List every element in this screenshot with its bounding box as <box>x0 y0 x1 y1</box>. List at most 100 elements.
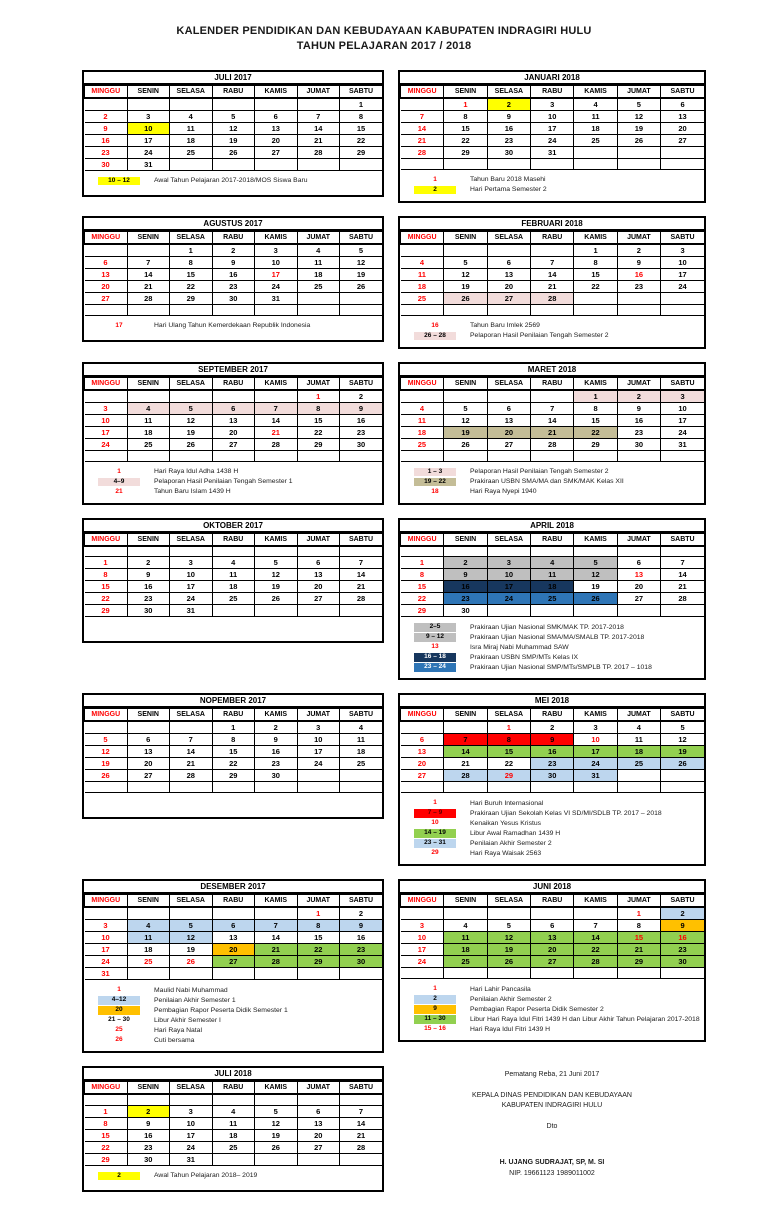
day-cell: 31 <box>126 157 170 171</box>
day-cell: 29 <box>443 145 488 159</box>
day-cell: 29 <box>211 769 255 783</box>
day-cell: 20 <box>84 279 128 293</box>
day-cell <box>84 720 128 735</box>
day-cell: 19 <box>486 943 532 957</box>
day-cell <box>400 967 445 980</box>
month-block-september-2017: SEPTEMBER 2017 MINGGU SENIN SELASA RABU KAMIS… <box>82 361 384 505</box>
day-cell: 27 <box>660 133 704 147</box>
day-cell: 29 <box>169 291 213 305</box>
day-cell: 15 <box>616 931 662 945</box>
day-cell: 17 <box>84 943 128 957</box>
day-cell: 25 <box>573 133 618 147</box>
day-header-rabu: RABU <box>211 376 255 391</box>
week-row: 1 <box>84 97 382 111</box>
week-row <box>400 967 704 980</box>
day-cell <box>126 545 170 558</box>
day-cell: 10 <box>400 931 445 945</box>
day-cell: 3 <box>660 243 704 257</box>
day-cell <box>296 769 340 783</box>
day-cell <box>530 604 575 618</box>
day-cell: 23 <box>443 592 488 606</box>
note-text: Prakiraan Ujian Nasional SMK/MAK TP. 201… <box>470 623 624 631</box>
day-cell: 11 <box>339 733 382 747</box>
day-cell: 17 <box>169 1128 213 1142</box>
day-cell: 20 <box>660 121 704 135</box>
day-cell <box>443 303 488 316</box>
week-row: 4 5 6 7 8 9 10 <box>400 255 704 269</box>
day-cell: 5 <box>443 401 488 415</box>
week-row: 29 30 <box>400 604 704 618</box>
day-cell: 16 <box>443 580 488 594</box>
day-header-minggu: MINGGU <box>84 894 128 909</box>
day-cell: 16 <box>339 413 382 427</box>
day-cell: 26 <box>660 757 704 771</box>
day-header-senin: SENIN <box>126 894 170 909</box>
week-row: 24 25 26 27 28 29 30 <box>84 437 382 451</box>
day-cell <box>84 906 128 921</box>
note-text: Pelaporan Hasil Penilaian Tengah Semeste… <box>470 468 609 476</box>
day-cell <box>530 545 575 558</box>
day-cell: 25 <box>400 437 445 451</box>
day-cell: 1 <box>169 243 213 257</box>
month-title: JANUARI 2018 <box>400 72 704 85</box>
day-cell: 21 <box>339 1128 382 1142</box>
day-cell: 23 <box>339 943 382 957</box>
day-cell: 30 <box>126 1152 170 1166</box>
day-cell: 9 <box>339 401 382 415</box>
day-cell: 19 <box>616 121 662 135</box>
day-cell <box>296 781 340 794</box>
day-cell: 24 <box>126 145 170 159</box>
day-cell <box>530 389 575 403</box>
day-cell: 30 <box>339 437 382 451</box>
day-cell: 18 <box>126 425 170 439</box>
day-cell: 13 <box>616 568 662 582</box>
day-cell: 22 <box>296 425 340 439</box>
month-notes: 2 Awal Tahun Pelajaran 2018– 2019 <box>84 1166 382 1190</box>
signature-block: Pematang Reba, 21 Juni 2017 KEPALA DINAS… <box>398 1066 706 1179</box>
week-row: 10 11 12 13 14 15 16 <box>400 931 704 945</box>
day-cell: 24 <box>296 757 340 771</box>
day-cell <box>169 389 213 403</box>
day-cell <box>296 1152 340 1166</box>
day-cell: 10 <box>573 733 618 747</box>
day-cell: 23 <box>254 757 298 771</box>
day-cell: 11 <box>443 931 488 945</box>
note-text: Hari Lahir Pancasila <box>470 985 531 993</box>
day-header-jumat: JUMAT <box>296 532 340 547</box>
day-cell: 1 <box>296 906 340 921</box>
day-cell <box>126 1093 170 1106</box>
day-cell: 1 <box>84 556 128 570</box>
week-row <box>400 449 704 462</box>
note-line: 13 Isra Miraj Nabi Muhammad SAW <box>414 643 698 652</box>
day-cell: 15 <box>339 121 382 135</box>
month-block-juni-2018: JUNI 2018 MINGGU SENIN SELASA RABU KAMIS JUMAT… <box>398 879 706 1043</box>
week-row <box>84 1093 382 1106</box>
day-header-rabu: RABU <box>211 84 255 99</box>
week-row: 13 14 15 16 17 18 19 <box>400 745 704 759</box>
day-cell: 25 <box>400 291 445 305</box>
note-date-label: 1 <box>117 986 121 994</box>
day-cell: 6 <box>530 919 575 933</box>
day-cell <box>616 769 662 783</box>
note-text: Hari Raya Nyepi 1940 <box>470 488 537 496</box>
day-header-selasa: SELASA <box>169 376 213 391</box>
day-cell <box>126 243 170 257</box>
week-row: 5 6 7 8 9 10 11 <box>84 733 382 747</box>
note-line: 1 Tahun Baru 2018 Masehi <box>414 176 698 185</box>
day-cell: 18 <box>169 133 213 147</box>
day-cell: 17 <box>84 425 128 439</box>
day-cell: 20 <box>486 425 532 439</box>
day-header-senin: SENIN <box>443 894 488 909</box>
day-cell: 25 <box>126 955 170 969</box>
day-cell: 20 <box>400 757 445 771</box>
day-cell <box>660 967 704 980</box>
day-cell: 23 <box>211 279 255 293</box>
day-header-minggu: MINGGU <box>399 376 445 391</box>
note-date-label: 16 – 18 <box>414 653 456 662</box>
day-cell <box>573 781 618 794</box>
day-cell: 23 <box>530 757 575 771</box>
note-date-label: 19 – 22 <box>414 477 456 487</box>
day-cell: 18 <box>211 1128 255 1142</box>
day-cell: 27 <box>254 145 298 159</box>
day-cell: 27 <box>126 769 170 783</box>
